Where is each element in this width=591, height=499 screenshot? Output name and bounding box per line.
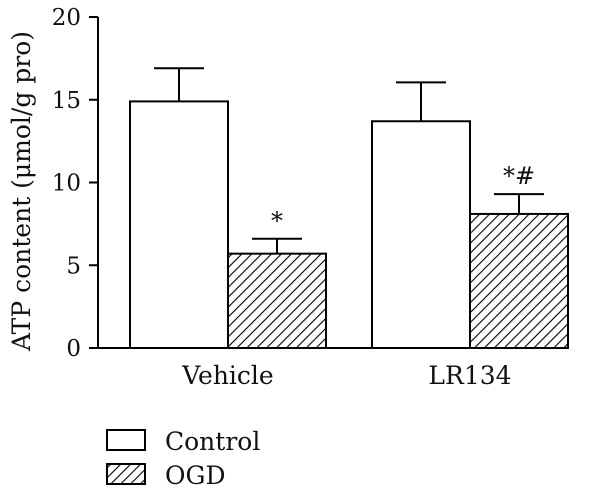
bar-ogd-vehicle xyxy=(227,252,327,349)
y-tick-label-10: 10 xyxy=(52,171,81,197)
legend-label-control: Control xyxy=(165,427,260,456)
y-tick-label-5: 5 xyxy=(66,253,81,279)
x-tick-label-vehicle: Vehicle xyxy=(181,361,273,390)
bar-control-lr134 xyxy=(371,120,471,349)
significance-marker-ogd-vehicle: * xyxy=(271,207,283,235)
legend-swatch-ogd xyxy=(106,463,146,485)
y-tick-label-0: 0 xyxy=(66,336,81,362)
y-tick-label-20: 20 xyxy=(52,5,81,31)
legend-label-ogd: OGD xyxy=(165,461,226,490)
legend-swatch-control xyxy=(106,429,146,451)
x-tick-label-lr134: LR134 xyxy=(428,361,511,390)
significance-marker-ogd-lr134: *# xyxy=(503,162,535,190)
y-tick-label-15: 15 xyxy=(52,88,81,114)
bar-ogd-lr134 xyxy=(469,212,569,349)
y-axis-label: ATP content (μmol/g pro) xyxy=(7,31,36,352)
bar-control-vehicle xyxy=(129,100,229,349)
